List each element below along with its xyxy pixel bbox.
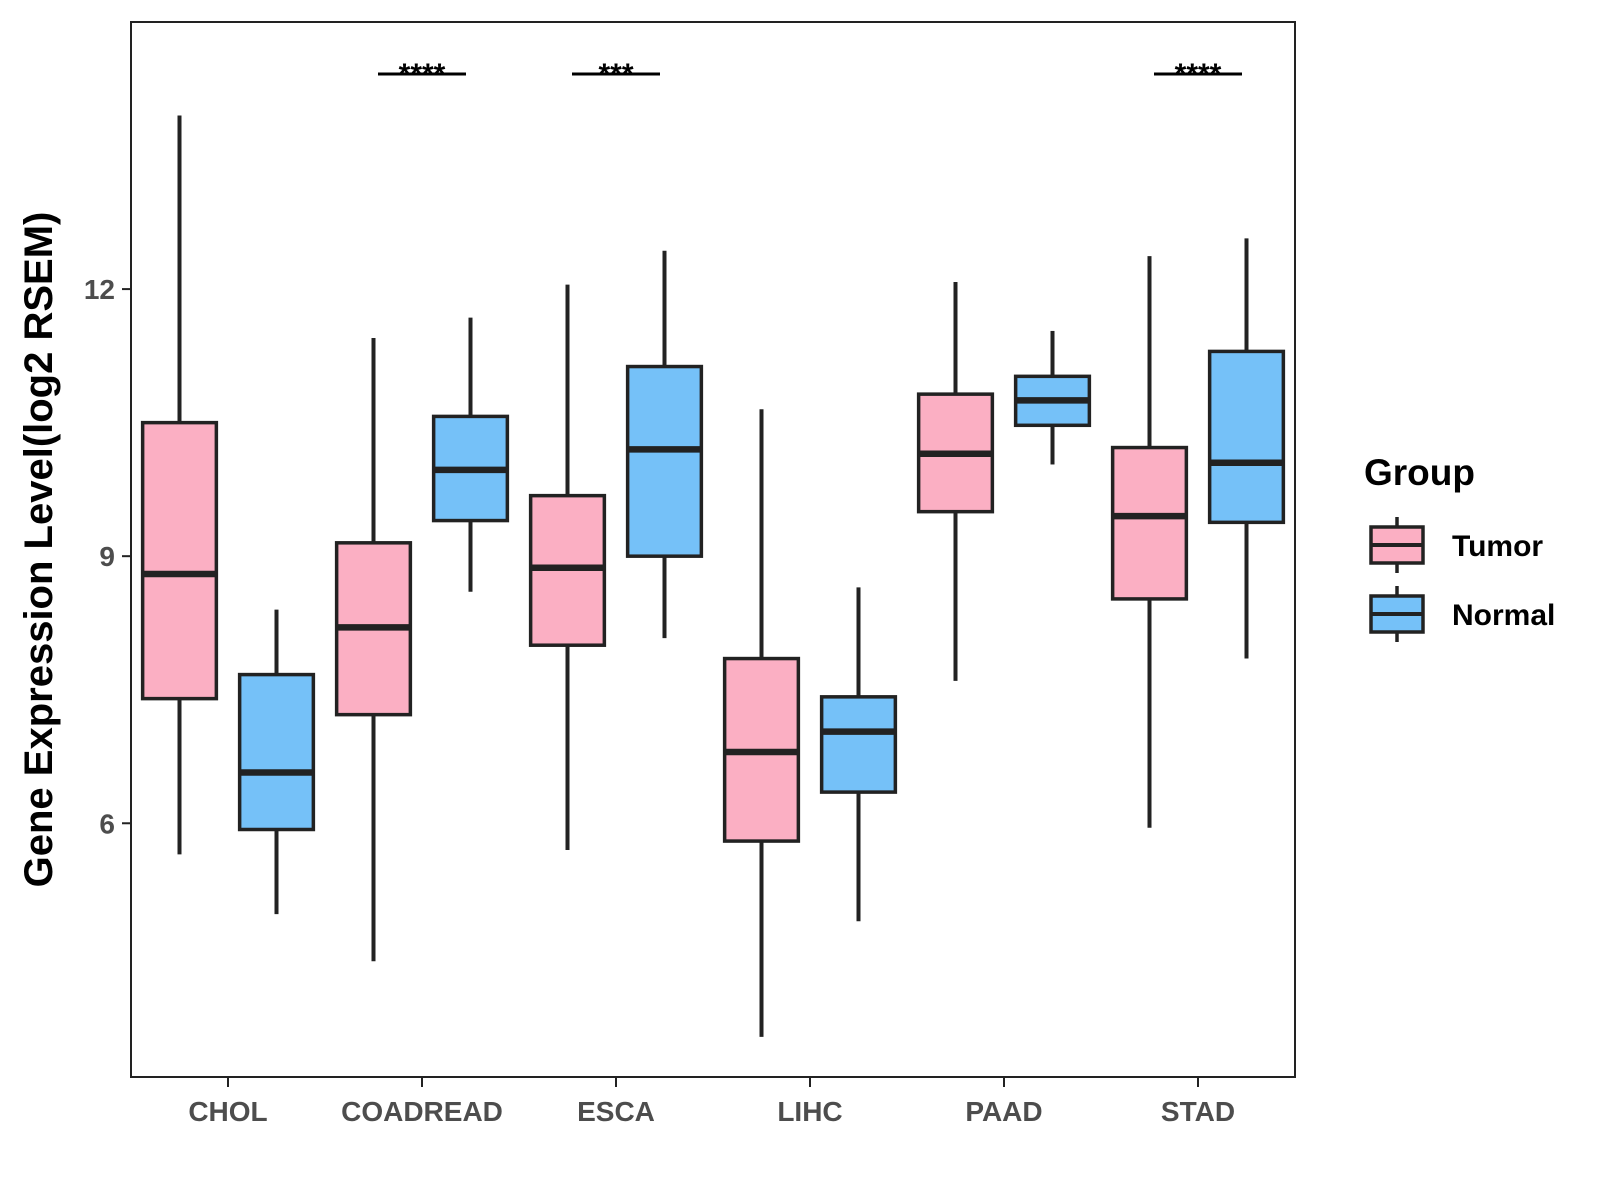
box-paad-tumor xyxy=(916,281,995,681)
box-layer xyxy=(140,115,1286,1037)
x-tick-label: COADREAD xyxy=(341,1096,503,1127)
box-esca-tumor xyxy=(528,284,607,850)
plot-panel xyxy=(130,21,1296,1078)
x-tick-label: PAAD xyxy=(965,1096,1042,1127)
x-tick-label: STAD xyxy=(1161,1096,1235,1127)
x-tick-label: CHOL xyxy=(188,1096,267,1127)
box-stad-normal xyxy=(1207,238,1286,659)
box-body xyxy=(140,420,219,701)
legend-item-tumor: Tumor xyxy=(1369,517,1543,573)
box-body xyxy=(1110,445,1189,601)
box-body xyxy=(1207,349,1286,525)
significance-layer: **** *** **** xyxy=(378,58,1242,91)
legend-item-normal: Normal xyxy=(1369,586,1555,642)
x-tick-label: ESCA xyxy=(577,1096,655,1127)
y-tick-label: 9 xyxy=(99,541,115,572)
significance-stad: **** xyxy=(1154,58,1242,91)
box-body xyxy=(237,672,316,832)
x-axis: CHOL COADREAD ESCA LIHC PAAD STAD xyxy=(188,1077,1235,1127)
y-tick-label: 12 xyxy=(84,274,115,305)
significance-label: *** xyxy=(598,58,633,91)
box-coadread-tumor xyxy=(334,338,413,962)
significance-coadread: **** xyxy=(378,58,466,91)
box-body xyxy=(819,695,898,794)
legend-title: Group xyxy=(1364,452,1475,493)
box-chol-normal xyxy=(237,609,316,915)
box-chol-tumor xyxy=(140,115,219,855)
legend-label: Normal xyxy=(1452,599,1555,632)
x-tick-label: LIHC xyxy=(777,1096,842,1127)
significance-label: **** xyxy=(1175,58,1222,91)
y-axis-label: Gene Expression Level(log2 RSEM) xyxy=(17,212,61,888)
box-body xyxy=(625,364,704,558)
box-stad-tumor xyxy=(1110,256,1189,828)
box-esca-normal xyxy=(625,250,704,639)
box-paad-normal xyxy=(1013,330,1092,465)
significance-label: **** xyxy=(399,58,446,91)
box-coadread-normal xyxy=(431,317,510,592)
significance-esca: *** xyxy=(572,58,660,91)
legend-label: Tumor xyxy=(1452,530,1543,563)
box-lihc-normal xyxy=(819,587,898,922)
y-axis: 6 9 12 xyxy=(84,274,131,839)
legend: Group Tumor Normal xyxy=(1364,452,1555,642)
y-tick-label: 6 xyxy=(99,808,115,839)
box-lihc-tumor xyxy=(722,409,801,1037)
